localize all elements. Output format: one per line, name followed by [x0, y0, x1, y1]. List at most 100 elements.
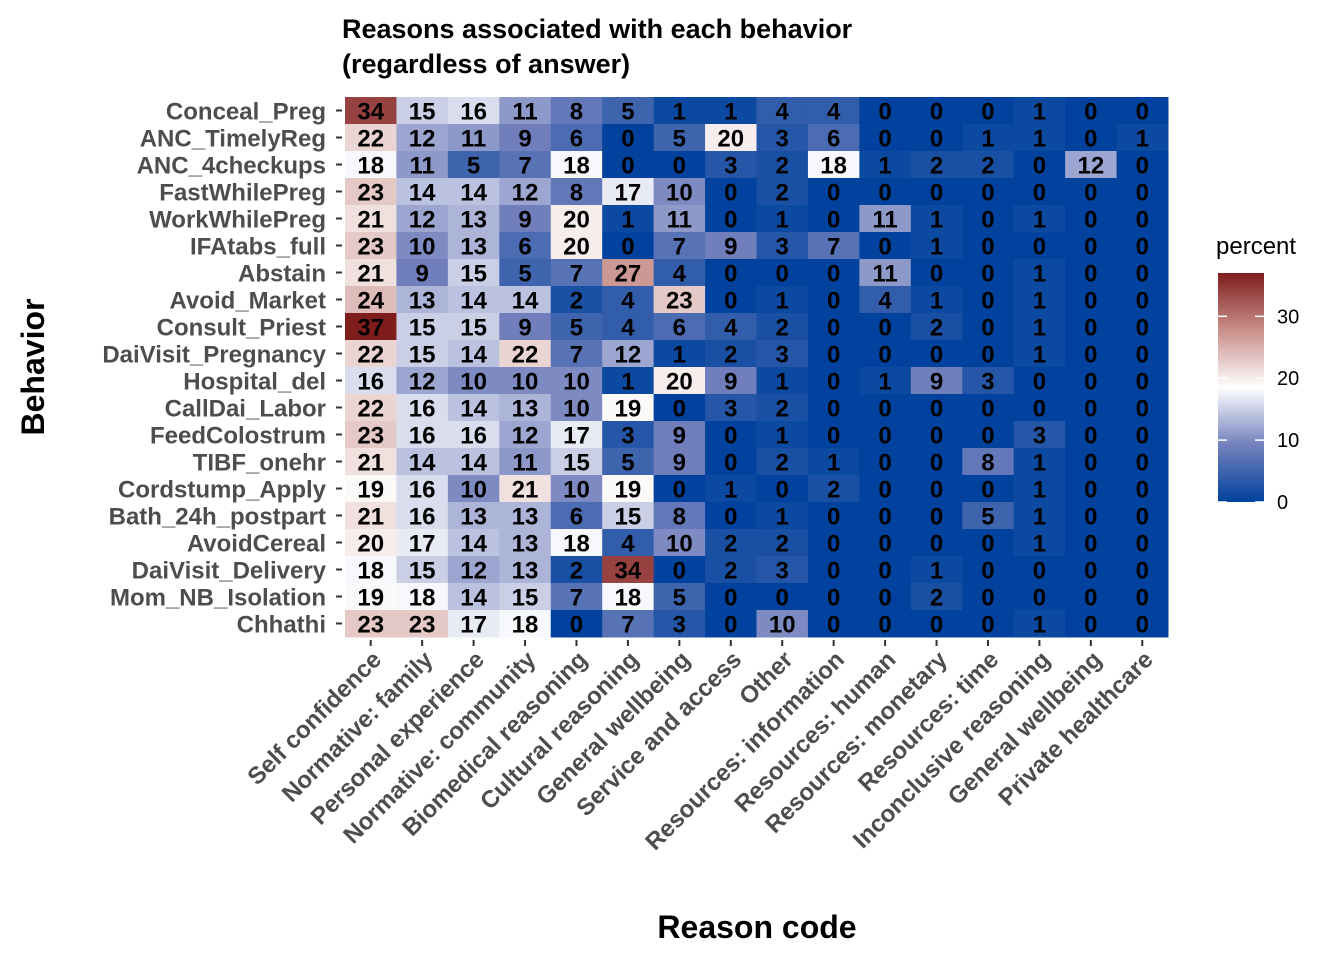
heatmap-cell: [653, 367, 706, 395]
cell-value-label: 0: [827, 207, 840, 234]
cell-value-label: 0: [827, 369, 840, 396]
heatmap-cell: [1065, 367, 1118, 395]
cell-value-label: 10: [460, 477, 487, 504]
heatmap-cell: [447, 529, 500, 557]
heatmap-cell: [345, 124, 397, 152]
cell-value-label: 0: [724, 261, 737, 288]
cell-value-label: 18: [563, 531, 590, 558]
cell-value-label: 3: [673, 612, 686, 639]
cell-value-label: 1: [1033, 450, 1046, 477]
heatmap-cell: [602, 556, 655, 584]
cell-value-label: 9: [724, 369, 737, 396]
heatmap-cell: [756, 421, 809, 449]
cell-value-label: 3: [776, 234, 789, 261]
cell-value-label: 0: [878, 315, 891, 342]
heatmap-cell: [396, 556, 449, 584]
cell-value-label: 0: [724, 207, 737, 234]
heatmap-cell: [602, 448, 655, 476]
cell-value-label: 1: [1033, 207, 1046, 234]
heatmap-cell: [550, 448, 603, 476]
cell-value-label: 0: [1136, 477, 1149, 504]
chart-title-line-2: (regardless of answer): [342, 49, 630, 79]
heatmap-cell: [653, 124, 706, 152]
cell-value-label: 5: [673, 126, 686, 153]
heatmap-cell: [396, 313, 449, 341]
heatmap-cell: [1013, 367, 1066, 395]
cell-value-label: 0: [1136, 558, 1149, 585]
cell-value-label: 6: [570, 504, 583, 531]
heatmap-cell: [447, 556, 500, 584]
y-tick-label: Chhathi: [237, 612, 326, 639]
cell-value-label: 0: [1084, 531, 1097, 558]
heatmap-cell: [447, 502, 500, 530]
heatmap-cell: [962, 151, 1015, 179]
heatmap-cell: [910, 448, 963, 476]
heatmap-cell: [756, 151, 809, 179]
cell-value-label: 0: [827, 288, 840, 315]
cell-value-label: 0: [1084, 261, 1097, 288]
cell-value-label: 0: [827, 180, 840, 207]
heatmap-cell: [705, 124, 757, 152]
cell-value-label: 0: [673, 153, 686, 180]
cell-value-label: 2: [776, 180, 789, 207]
heatmap-cell: [396, 367, 449, 395]
heatmap-cell: [756, 97, 809, 125]
y-tick-label: Consult_Priest: [157, 315, 326, 342]
heatmap-cell: [550, 97, 603, 125]
cell-value-label: 0: [673, 477, 686, 504]
heatmap-cell: [910, 124, 963, 152]
heatmap-cell: [962, 448, 1015, 476]
heatmap-cell: [602, 151, 655, 179]
heatmap-cell: [653, 475, 706, 503]
cell-value-label: 3: [724, 396, 737, 423]
cell-value-label: 22: [357, 396, 384, 423]
y-tick-label: FastWhilePreg: [159, 180, 326, 207]
heatmap-cell: [1065, 232, 1118, 260]
heatmap-cell: [447, 151, 500, 179]
heatmap-cell: [756, 286, 809, 314]
cell-value-label: 2: [930, 585, 943, 612]
cell-value-label: 0: [1084, 369, 1097, 396]
heatmap-cell: [396, 286, 449, 314]
cell-value-label: 0: [724, 288, 737, 315]
heatmap-cell: [653, 556, 706, 584]
y-axis-title: Behavior: [15, 299, 51, 436]
cell-value-label: 14: [512, 288, 539, 315]
heatmap-cell: [653, 205, 706, 233]
heatmap-cell: [653, 502, 706, 530]
cell-value-label: 0: [1084, 342, 1097, 369]
cell-value-label: 0: [1084, 207, 1097, 234]
heatmap-cell: [653, 97, 706, 125]
heatmap-cell: [1013, 394, 1066, 422]
heatmap-cell: [807, 259, 860, 287]
cell-value-label: 0: [1084, 180, 1097, 207]
heatmap-cell: [602, 394, 655, 422]
heatmap-cell: [396, 97, 449, 125]
heatmap-cell: [1013, 97, 1066, 125]
heatmap-cell: [705, 340, 757, 368]
heatmap-cell: [550, 475, 603, 503]
cell-value-label: 9: [518, 207, 531, 234]
cell-value-label: 0: [878, 531, 891, 558]
heatmap-cell: [1013, 259, 1066, 287]
cell-value-label: 0: [724, 612, 737, 639]
cell-value-label: 1: [776, 504, 789, 531]
heatmap-cell: [910, 340, 963, 368]
cell-value-label: 0: [621, 234, 634, 261]
heatmap-cell: [859, 178, 912, 206]
heatmap-cell: [550, 583, 603, 611]
heatmap-cell: [910, 583, 963, 611]
cell-value-label: 0: [1136, 180, 1149, 207]
heatmap-cell: [962, 232, 1015, 260]
cell-value-label: 0: [1084, 612, 1097, 639]
heatmap-cell: [859, 529, 912, 557]
heatmap-cell: [1116, 367, 1169, 395]
cell-value-label: 1: [1033, 261, 1046, 288]
heatmap-cell: [1065, 286, 1118, 314]
cell-value-label: 0: [981, 558, 994, 585]
cell-value-label: 0: [930, 531, 943, 558]
cell-value-label: 1: [1033, 531, 1046, 558]
cell-value-label: 2: [724, 531, 737, 558]
cell-value-label: 21: [357, 207, 384, 234]
cell-value-label: 2: [776, 396, 789, 423]
